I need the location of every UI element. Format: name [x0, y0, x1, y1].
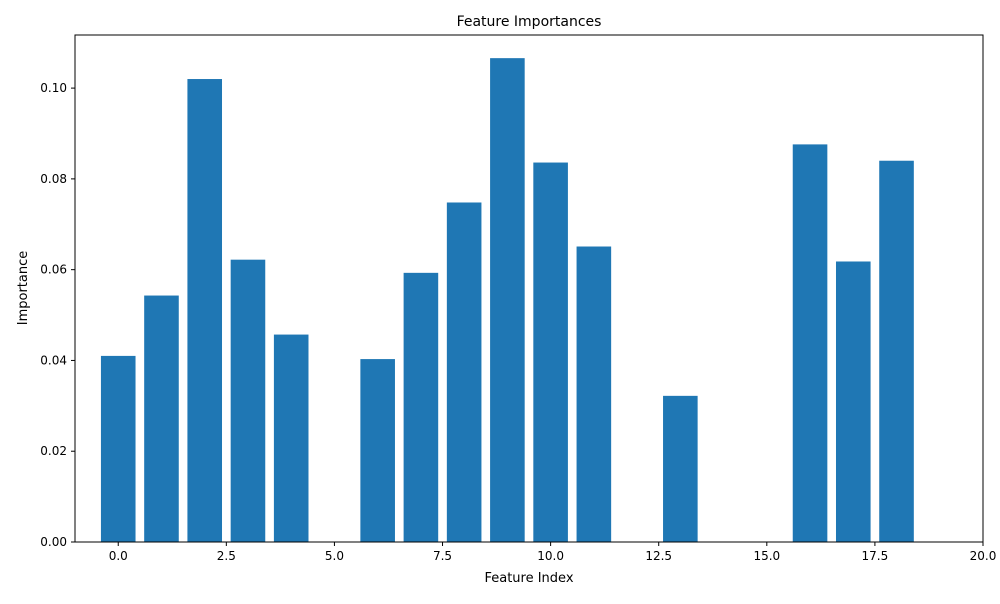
bar-feature-9 [490, 58, 525, 543]
bars-layer [100, 58, 914, 543]
x-tick-label: 5.0 [325, 549, 344, 563]
bar-feature-2 [187, 79, 223, 542]
bar-feature-7 [403, 272, 439, 542]
x-tick-label: 12.5 [645, 549, 672, 563]
x-tick-label: 20.0 [970, 549, 997, 563]
x-tick-label: 7.5 [433, 549, 452, 563]
bar-feature-17 [835, 261, 871, 542]
x-tick-label: 10.0 [537, 549, 564, 563]
x-axis-label: Feature Index [484, 571, 573, 586]
bar-feature-18 [879, 160, 914, 543]
bar-feature-16 [792, 144, 828, 542]
x-tick-label: 17.5 [862, 549, 889, 563]
y-tick-label: 0.04 [40, 353, 67, 367]
x-tick-label: 2.5 [217, 549, 236, 563]
y-tick-label: 0.06 [40, 263, 67, 277]
bar-feature-13 [663, 395, 698, 542]
y-tick-label: 0.10 [40, 81, 67, 95]
ticks-layer: 0.0 2.5 5.0 7.5 10.0 12.5 15.0 17.5 20.0 0.00 0.02… [40, 81, 996, 563]
chart-title: Feature Importances [457, 14, 602, 30]
x-tick-label: 15.0 [753, 549, 780, 563]
y-tick-label: 0.00 [40, 535, 67, 549]
plot-frame [74, 34, 984, 543]
bar-feature-4 [273, 334, 309, 542]
bar-feature-6 [360, 359, 395, 542]
bar-feature-1 [144, 295, 179, 542]
bar-feature-0 [100, 355, 136, 542]
x-tick-label: 0.0 [109, 549, 128, 563]
y-tick-label: 0.08 [40, 172, 67, 186]
y-axis-label: Importance [16, 251, 31, 326]
y-tick-label: 0.02 [40, 444, 67, 458]
bar-feature-11 [576, 246, 612, 542]
bar-feature-10 [533, 162, 568, 543]
bar-feature-8 [446, 202, 482, 543]
bar-feature-3 [230, 259, 266, 542]
